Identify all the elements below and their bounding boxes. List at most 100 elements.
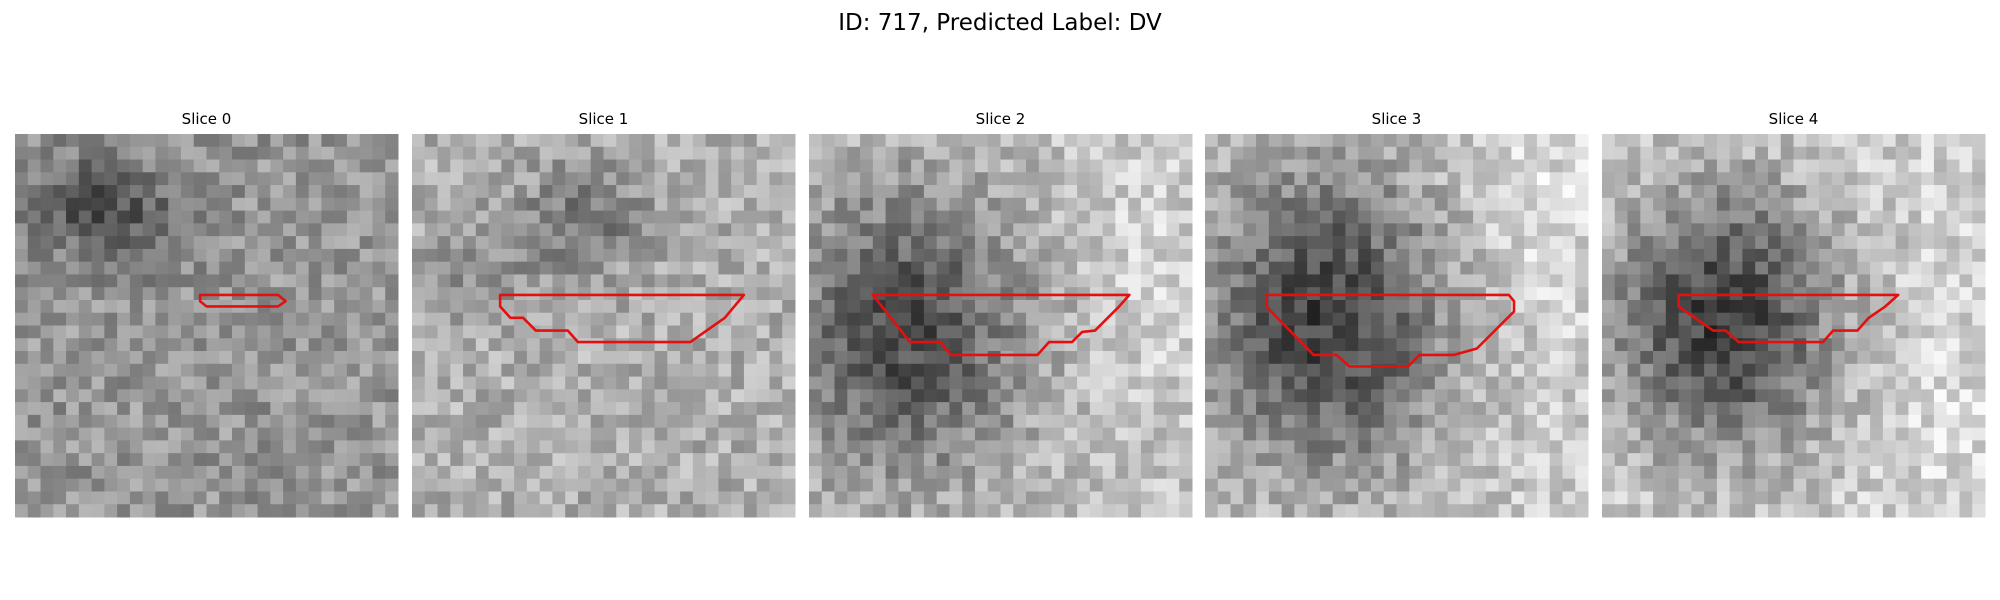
pixel: [450, 491, 464, 505]
pixel: [1908, 363, 1922, 378]
pixel: [1946, 210, 1960, 224]
pixel: [27, 146, 42, 161]
pixel: [1026, 236, 1040, 250]
pixel: [66, 402, 80, 416]
pixel: [1383, 376, 1397, 390]
pixel: [244, 236, 259, 250]
pixel: [1268, 389, 1283, 403]
pixel: [334, 478, 348, 492]
pixel: [1217, 159, 1232, 173]
pixel: [334, 491, 348, 505]
pixel: [1691, 172, 1705, 186]
pixel: [834, 453, 848, 467]
pixel: [1524, 402, 1538, 416]
pixel: [692, 274, 707, 288]
pixel: [385, 491, 399, 505]
pixel: [1230, 376, 1244, 390]
pixel: [1627, 248, 1641, 263]
pixel: [590, 351, 604, 365]
pixel: [1498, 389, 1512, 403]
pixel: [53, 389, 67, 403]
pixel: [117, 236, 131, 250]
pixel: [603, 274, 617, 288]
pixel: [1602, 287, 1616, 301]
pixel: [603, 338, 617, 352]
pixel: [1447, 223, 1461, 237]
pixel: [53, 261, 67, 275]
pixel: [1179, 312, 1193, 326]
pixel: [834, 389, 848, 403]
pixel: [987, 376, 1001, 390]
pixel: [437, 504, 451, 518]
pixel: [206, 312, 220, 326]
pixel: [1933, 134, 1948, 148]
pixel: [769, 287, 783, 301]
pixel: [1140, 351, 1155, 365]
pixel: [743, 338, 758, 352]
pixel: [257, 134, 271, 148]
pixel: [1972, 491, 1986, 505]
pixel: [129, 299, 144, 314]
pixel: [1115, 134, 1129, 148]
pixel: [1767, 210, 1782, 224]
pixel: [821, 299, 836, 314]
pixel: [1870, 223, 1884, 237]
pixel: [1319, 478, 1334, 492]
pixel: [1473, 274, 1487, 288]
pixel: [860, 453, 874, 467]
pixel: [552, 185, 566, 199]
pixel: [514, 325, 528, 339]
pixel: [847, 134, 861, 148]
pixel: [1128, 402, 1142, 416]
pixel: [1870, 248, 1884, 263]
pixel: [104, 465, 118, 480]
pixel: [641, 440, 656, 454]
pixel: [1422, 440, 1436, 454]
pixel: [1460, 210, 1474, 224]
pixel: [359, 325, 373, 339]
pixel: [193, 453, 207, 467]
pixel: [526, 210, 541, 224]
pixel: [552, 248, 566, 263]
pixel: [1536, 210, 1551, 224]
pixel: [1844, 312, 1858, 326]
pixel: [1115, 427, 1129, 441]
pixel: [1602, 274, 1616, 288]
pixel: [1281, 185, 1295, 199]
pixel: [1013, 376, 1027, 390]
pixel: [142, 134, 156, 148]
pixel: [1831, 210, 1846, 224]
pixel: [1704, 402, 1718, 416]
contour: [1265, 293, 1516, 368]
pixel: [104, 325, 118, 339]
pixel: [1370, 440, 1385, 454]
pixel: [1013, 491, 1027, 505]
pixel: [180, 414, 195, 429]
pixel: [1345, 299, 1359, 314]
pixel: [603, 325, 617, 339]
pixel: [1933, 185, 1948, 199]
pixel: [40, 312, 54, 326]
pixel: [1933, 261, 1948, 275]
pixel: [1908, 453, 1922, 467]
pixel: [718, 159, 732, 173]
pixel: [219, 261, 233, 275]
pixel: [590, 312, 604, 326]
pixel: [1409, 325, 1423, 339]
pixel: [667, 453, 681, 467]
pixel: [1051, 134, 1065, 148]
pixel: [206, 236, 220, 250]
pixel: [1422, 453, 1436, 467]
pixel: [1933, 478, 1948, 492]
pixel: [1115, 274, 1129, 288]
pixel: [565, 146, 579, 161]
pixel: [1205, 389, 1219, 403]
pixel: [1153, 427, 1167, 441]
pixel: [539, 134, 553, 148]
pixel: [475, 363, 490, 378]
pixel: [1831, 389, 1846, 403]
pixel: [501, 491, 515, 505]
pixel: [385, 453, 399, 467]
pixel: [1089, 172, 1104, 186]
pixel: [809, 210, 823, 224]
